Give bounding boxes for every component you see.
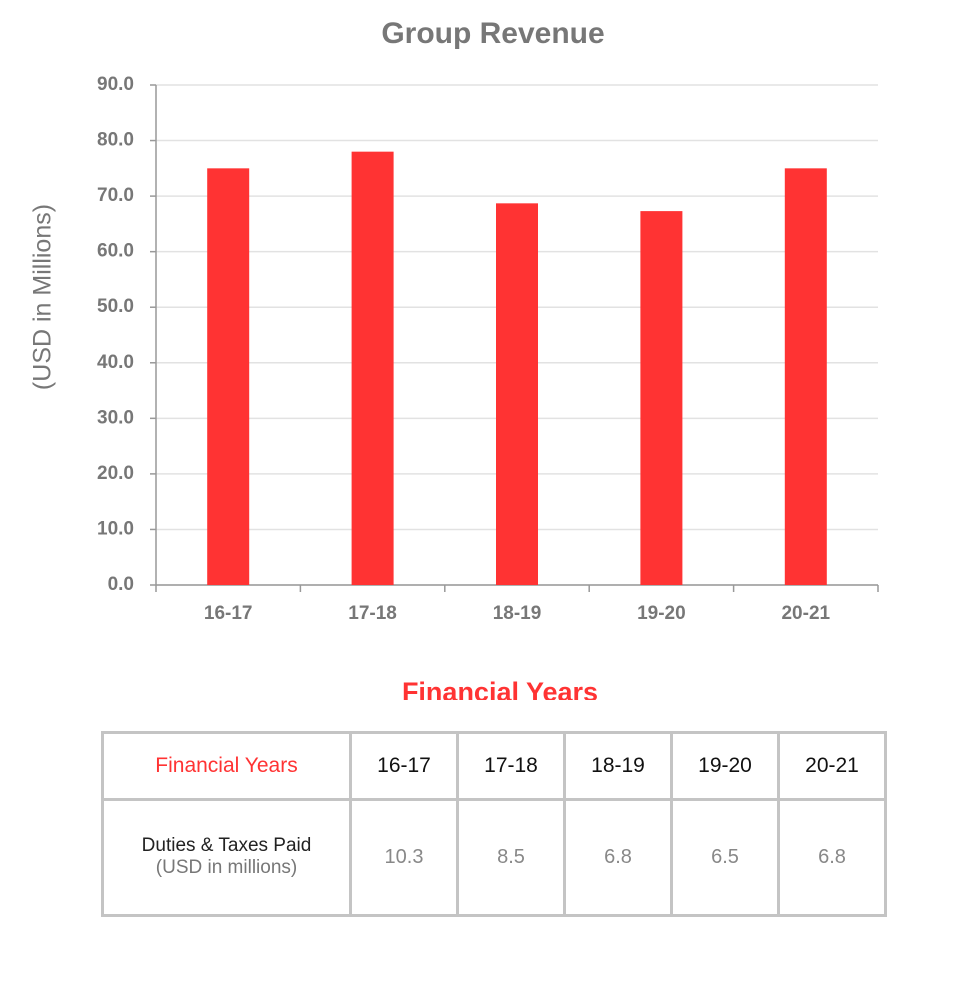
- y-tick-label: 30.0: [97, 407, 134, 428]
- x-tick-label: 20-21: [781, 603, 830, 624]
- bar: [207, 168, 250, 586]
- header-cell: Financial Years: [101, 731, 352, 801]
- y-tick-label: 60.0: [97, 241, 134, 262]
- header-cell: 17-18: [456, 731, 566, 801]
- y-tick-label: 0.0: [108, 574, 134, 595]
- row-label-cell: Duties & Taxes Paid (USD in millions): [101, 797, 352, 918]
- header-cell: 18-19: [563, 731, 673, 801]
- value-cell: 8.5: [456, 797, 566, 918]
- y-tick-label: 50.0: [97, 296, 134, 317]
- y-tick-label: 10.0: [97, 518, 134, 539]
- y-axis-label: (USD in Millions): [29, 204, 57, 390]
- x-tick-label: 17-18: [348, 603, 397, 624]
- header-row: Financial Years 16-17 17-18 18-19 19-20 …: [101, 731, 887, 801]
- header-cell: 16-17: [349, 731, 459, 801]
- x-tick-label: 16-17: [204, 603, 253, 624]
- bar: [496, 203, 538, 586]
- x-tick-label: 18-19: [493, 603, 542, 624]
- y-tick-label: 40.0: [97, 352, 134, 373]
- header-cell: 20-21: [777, 731, 887, 801]
- bar: [640, 211, 683, 585]
- y-tick-label: 70.0: [97, 185, 134, 206]
- chart-title: Group Revenue: [381, 17, 604, 50]
- value-cell: 10.3: [349, 797, 459, 918]
- value-cell: 6.8: [777, 797, 887, 918]
- y-tick-label: 20.0: [97, 463, 134, 484]
- value-cell: 6.5: [670, 797, 780, 918]
- data-row: Duties & Taxes Paid (USD in millions) 10…: [101, 797, 887, 918]
- chart: Group Revenue (USD in Millions) Financia…: [29, 17, 879, 700]
- header-cell: 19-20: [670, 731, 780, 801]
- x-axis-label: Financial Years: [402, 677, 598, 700]
- y-tick-label: 80.0: [97, 130, 134, 151]
- value-cell: 6.8: [563, 797, 673, 918]
- y-tick-label: 90.0: [97, 74, 134, 95]
- row-unit: (USD in millions): [155, 857, 298, 879]
- x-tick-label: 19-20: [637, 603, 686, 624]
- bar: [351, 151, 394, 585]
- bar: [784, 168, 827, 586]
- data-table: Financial Years 16-17 17-18 18-19 19-20 …: [101, 731, 887, 918]
- row-label: Duties & Taxes Paid: [141, 835, 312, 857]
